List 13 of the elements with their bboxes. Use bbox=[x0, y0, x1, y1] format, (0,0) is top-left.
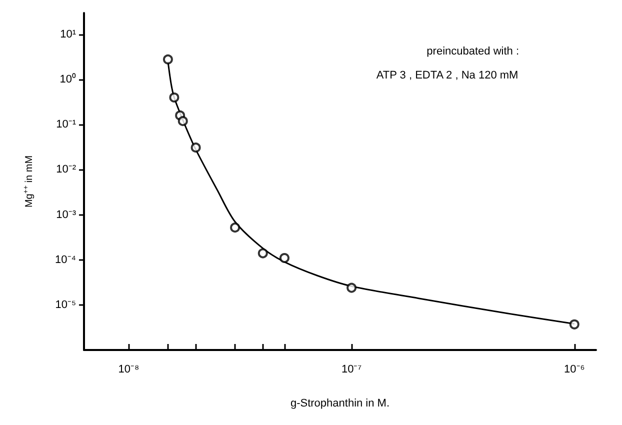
y-tick-label: 10⁰ bbox=[60, 72, 76, 86]
y-tick-label: 10⁻³ bbox=[56, 208, 76, 221]
y-tick-label: 10⁻⁵ bbox=[55, 298, 76, 311]
x-tick-label: 10⁻⁸ bbox=[118, 364, 140, 376]
y-tick-label: 10⁻² bbox=[56, 164, 76, 176]
y-tick-label: 10⁻¹ bbox=[56, 118, 76, 131]
annotation: ATP 3 , EDTA 2 , Na 120 mM bbox=[376, 70, 518, 82]
y-tick-label: 10⁻⁴ bbox=[55, 254, 76, 266]
y-tick-label: 10¹ bbox=[60, 28, 76, 41]
x-axis-title: g-Strophanthin in M. bbox=[290, 398, 390, 410]
annotation: preincubated with : bbox=[426, 46, 520, 58]
x-tick-label: 10⁻⁷ bbox=[341, 364, 362, 376]
x-tick-label: 10⁻⁶ bbox=[564, 364, 585, 376]
